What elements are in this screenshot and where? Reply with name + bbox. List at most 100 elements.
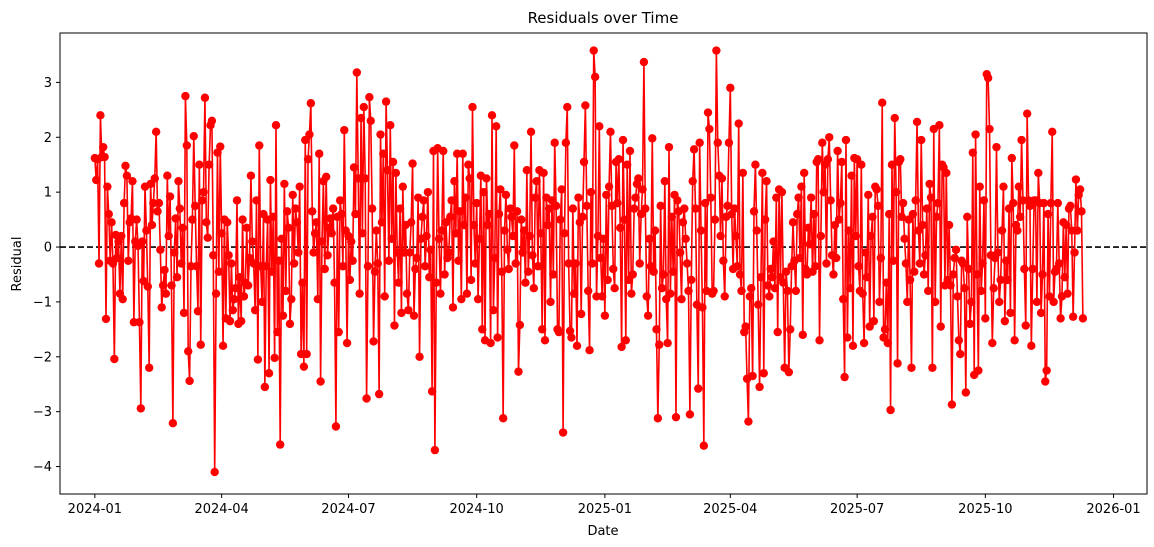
- data-point: [171, 214, 180, 223]
- data-point: [975, 182, 984, 191]
- data-point: [274, 256, 283, 265]
- data-point: [257, 297, 267, 307]
- data-point: [306, 99, 316, 108]
- data-point: [864, 190, 873, 200]
- data-point: [1021, 321, 1030, 330]
- data-point: [1043, 209, 1053, 219]
- data-point: [1041, 377, 1050, 386]
- data-point: [419, 196, 428, 205]
- data-point: [857, 160, 866, 169]
- data-point: [621, 336, 630, 345]
- data-point: [184, 347, 193, 356]
- data-point: [666, 289, 675, 298]
- data-point: [260, 382, 270, 392]
- data-point: [582, 201, 591, 211]
- data-point: [308, 207, 317, 216]
- data-point: [330, 278, 339, 287]
- data-point: [639, 57, 649, 67]
- data-point: [1070, 248, 1079, 257]
- data-point: [783, 286, 792, 296]
- data-point: [426, 245, 435, 254]
- data-point: [833, 146, 842, 156]
- data-point: [242, 223, 251, 233]
- data-point: [635, 259, 644, 268]
- data-point: [253, 355, 263, 364]
- data-point: [1032, 297, 1042, 307]
- data-point: [248, 237, 257, 246]
- data-point: [486, 338, 495, 348]
- data-point: [1036, 308, 1046, 318]
- data-point: [531, 193, 540, 202]
- data-point: [135, 318, 144, 327]
- data-point: [748, 371, 757, 381]
- data-point: [953, 292, 962, 301]
- data-point: [841, 135, 851, 145]
- data-point: [696, 226, 706, 235]
- data-point: [179, 308, 189, 318]
- data-point: [468, 102, 477, 112]
- data-point: [544, 204, 554, 213]
- data-point: [107, 218, 116, 227]
- data-point: [110, 354, 119, 364]
- data-point: [579, 157, 589, 167]
- data-point: [840, 372, 849, 382]
- data-point: [609, 264, 618, 274]
- data-point: [719, 256, 728, 265]
- data-point: [597, 292, 607, 301]
- data-point: [299, 362, 309, 371]
- data-point: [269, 212, 278, 222]
- data-point: [404, 305, 413, 315]
- data-point: [645, 234, 654, 243]
- data-point: [971, 130, 980, 139]
- data-point: [526, 127, 536, 136]
- data-point: [556, 215, 565, 224]
- data-point: [816, 231, 826, 241]
- data-point: [627, 289, 636, 298]
- data-point: [387, 234, 396, 243]
- data-point: [196, 340, 205, 349]
- data-point: [688, 176, 697, 186]
- data-point: [685, 410, 695, 419]
- data-point: [282, 207, 292, 216]
- data-point: [525, 231, 534, 241]
- data-point: [167, 281, 176, 290]
- data-point: [549, 270, 558, 279]
- data-point: [365, 93, 374, 102]
- data-point: [280, 179, 289, 189]
- data-point: [447, 196, 456, 205]
- y-tick-label: −1: [33, 295, 52, 310]
- y-tick-label: 3: [44, 76, 52, 91]
- data-point: [924, 286, 933, 296]
- data-point: [533, 262, 543, 271]
- data-point: [415, 352, 424, 361]
- data-point: [372, 226, 381, 235]
- data-point: [355, 289, 364, 298]
- data-point: [366, 116, 375, 126]
- data-point: [522, 166, 532, 175]
- data-point: [519, 226, 529, 235]
- data-point: [574, 193, 583, 202]
- x-tick-label: 2025-07: [830, 502, 884, 517]
- data-point: [890, 113, 899, 123]
- data-point: [839, 294, 848, 304]
- data-point: [275, 440, 285, 449]
- data-point: [804, 223, 813, 233]
- data-point: [1055, 259, 1064, 268]
- data-point: [590, 72, 600, 82]
- data-point: [919, 270, 929, 279]
- data-point: [466, 275, 476, 285]
- data-point: [457, 294, 466, 304]
- data-point: [518, 248, 527, 257]
- data-point: [210, 467, 219, 477]
- data-point: [190, 201, 200, 211]
- data-point: [287, 294, 296, 304]
- data-point: [726, 83, 735, 93]
- data-point: [878, 98, 887, 107]
- data-point: [886, 405, 895, 415]
- data-point: [1063, 289, 1072, 298]
- data-point: [765, 292, 774, 301]
- data-point: [744, 417, 753, 426]
- data-point: [563, 102, 572, 112]
- data-point: [763, 281, 773, 290]
- data-point: [1022, 109, 1032, 118]
